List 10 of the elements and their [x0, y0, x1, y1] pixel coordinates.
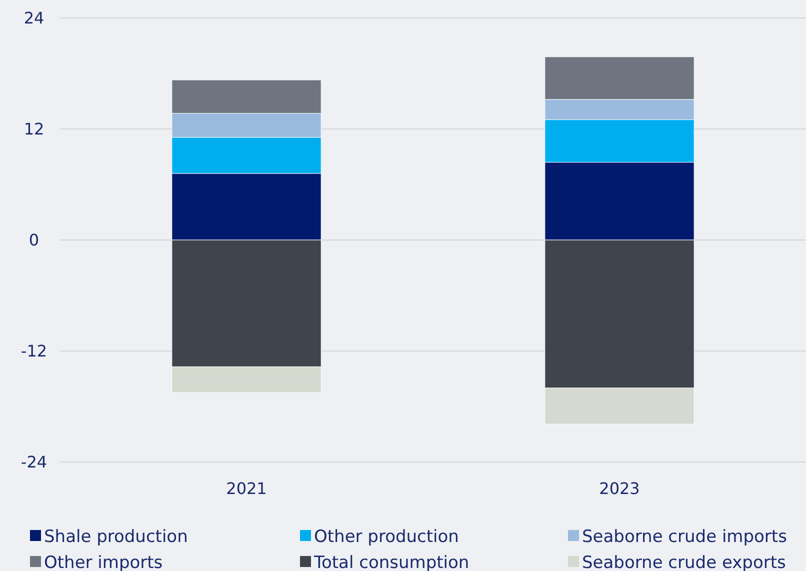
x-tick-label: 2023 — [599, 479, 640, 498]
legend-label: Seaborne crude imports — [582, 526, 788, 547]
legend-label: Other production — [314, 526, 459, 547]
y-tick-label: 0 — [28, 230, 40, 250]
y-tick-label: -24 — [20, 452, 48, 472]
x-tick-label: 2021 — [226, 479, 267, 498]
y-tick-label: -12 — [20, 342, 48, 361]
y-tick-label: 12 — [24, 120, 44, 139]
y-tick-label: 24 — [24, 8, 44, 28]
legend-label: Shale production — [44, 526, 188, 547]
